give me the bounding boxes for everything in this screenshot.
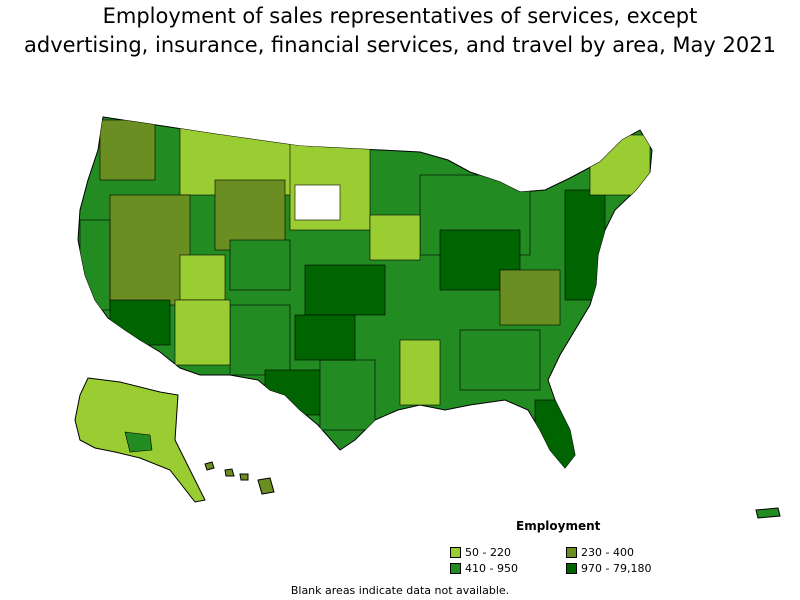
region-iowa [369,214,421,261]
region-oklahoma [294,314,356,361]
title-line-2: advertising, insurance, financial servic… [24,33,776,57]
region-northeast-corridor [564,189,606,301]
legend-label: 50 - 220 [465,546,511,559]
region-west-texas [264,369,326,416]
region-lower-mississippi [399,339,441,406]
legend-label: 410 - 950 [465,562,518,575]
footnote: Blank areas indicate data not available. [290,584,510,597]
hawaii-islands [204,461,275,495]
region-colorado [229,239,291,291]
region-pacific-northwest [99,119,156,181]
legend-item-3: 410 - 950 [450,562,518,575]
legend-swatch [450,563,461,574]
legend-label: 970 - 79,180 [581,562,652,575]
legend-item-2: 230 - 400 [566,546,634,559]
region-new-england [589,134,651,196]
region-texas-coast [319,359,376,431]
region-appalachia [499,269,561,326]
legend-swatch [566,547,577,558]
region-kansas [304,264,386,316]
puerto-rico-area [755,507,781,519]
legend-swatch [566,563,577,574]
region-arizona [174,299,231,366]
region-great-basin [109,194,191,306]
legend-title: Employment [516,519,601,533]
region-no-data [294,184,341,221]
region-utah [179,254,226,301]
legend-item-4: 970 - 79,180 [566,562,651,575]
conus-areas [77,116,653,469]
region-new-mexico [229,304,291,376]
legend-swatch [450,547,461,558]
title-line-1: Employment of sales representatives of s… [102,4,698,28]
map-title: Employment of sales representatives of s… [0,2,800,60]
region-southeast [459,329,541,391]
legend-label: 230 - 400 [581,546,634,559]
region-southern-california [109,299,171,346]
region-california-coast [79,219,111,311]
region-wyoming [214,179,286,251]
legend-item-1: 50 - 220 [450,546,511,559]
alaska-anchorage-area [124,431,153,453]
